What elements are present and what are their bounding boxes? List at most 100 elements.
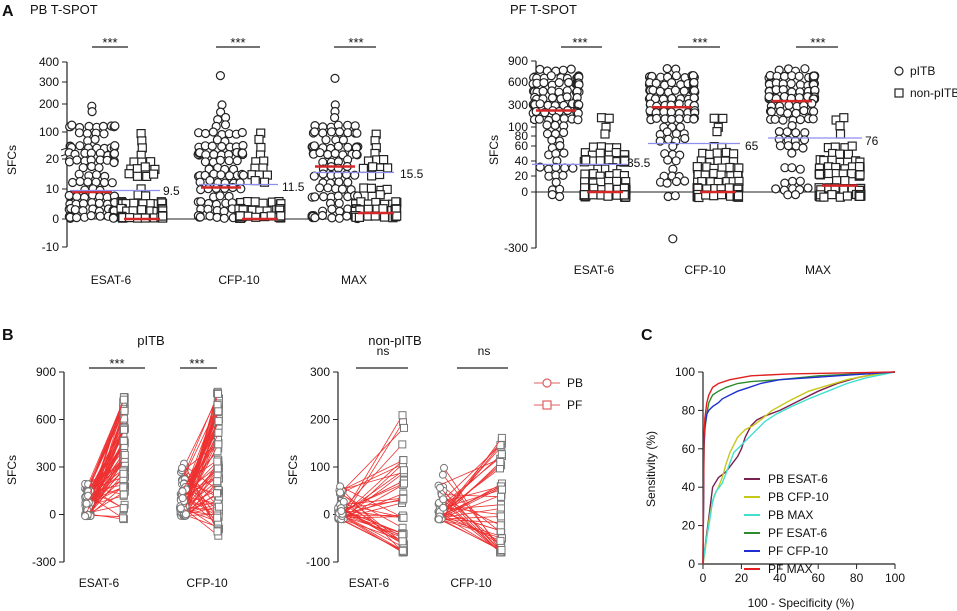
data-point [620, 156, 630, 166]
data-point [83, 177, 93, 187]
data-point [375, 190, 385, 200]
pair-line [438, 486, 501, 504]
pair-line [341, 515, 403, 536]
data-point [799, 105, 809, 116]
significance-label: *** [109, 356, 124, 371]
data-point [671, 71, 682, 81]
data-point [67, 120, 77, 130]
pair-line [184, 468, 219, 502]
x-tick-label: 40 [773, 571, 787, 585]
data-point [256, 142, 266, 153]
roc-curve [702, 371, 896, 565]
data-point [334, 198, 344, 208]
data-point [205, 175, 215, 186]
legend-label: non-pITB [910, 86, 957, 100]
legend-label: PF CFP-10 [768, 544, 828, 558]
data-point [604, 113, 614, 123]
data-point [132, 164, 142, 174]
data-point [330, 73, 340, 84]
data-point [327, 213, 337, 223]
data-point [674, 114, 684, 124]
data-point [794, 71, 804, 81]
pb-point [81, 512, 90, 521]
pair-line [90, 410, 125, 517]
pf-point [398, 546, 407, 555]
data-point [568, 163, 578, 173]
data-point [787, 120, 797, 131]
pair-line [439, 517, 501, 537]
data-point [359, 183, 369, 193]
data-point [341, 169, 352, 180]
y-tick-label: -300 [32, 555, 56, 569]
data-point [323, 149, 333, 160]
data-point [712, 126, 722, 137]
pb-point [181, 510, 190, 519]
pf-point [213, 513, 222, 522]
x-tick-label: ESAT-6 [574, 263, 615, 277]
legend-marker-square [542, 400, 552, 410]
data-point [671, 156, 681, 166]
pair-line [183, 467, 220, 517]
data-point [670, 85, 681, 95]
pair-line [341, 414, 403, 517]
data-point [775, 141, 786, 151]
data-point [250, 197, 260, 207]
data-point [236, 184, 246, 194]
data-point [195, 212, 205, 222]
cutoff-label: 76 [865, 134, 879, 148]
data-point [819, 192, 829, 202]
data-point [595, 156, 605, 166]
pf-point [213, 477, 222, 486]
data-point [309, 141, 319, 151]
data-point [662, 127, 672, 137]
y-tick-label: -10 [42, 240, 60, 254]
y-tick-label: 100 [39, 125, 59, 139]
category-labels: ESAT-6 CFP-10 MAX 35.5 65 76 *** *** *** [572, 35, 878, 277]
pair-line [182, 420, 219, 492]
legend-label: PF [567, 398, 582, 412]
data-point [64, 157, 75, 167]
pf-point [496, 458, 505, 466]
x-tick-label: 80 [850, 571, 864, 585]
pb-point [438, 470, 447, 479]
significance-label: *** [189, 356, 204, 371]
y-tick-label: 40 [515, 154, 529, 168]
data-point [795, 176, 805, 186]
data-point [728, 149, 739, 159]
data-point [343, 128, 353, 138]
data-point [734, 163, 744, 173]
data-point [224, 171, 235, 181]
x-tick-label: CFP-10 [218, 273, 260, 287]
data-point [232, 156, 242, 166]
data-point [774, 127, 785, 137]
data-point [808, 114, 818, 124]
roc-curve [702, 371, 896, 565]
pair-line [340, 503, 403, 518]
pair-line [183, 432, 219, 516]
data-point [795, 164, 805, 174]
data-point [787, 71, 797, 81]
legend-marker-square [894, 88, 904, 98]
pair-line [438, 518, 502, 551]
data-point [368, 162, 378, 172]
data-point [352, 128, 362, 138]
data-point [237, 127, 247, 138]
data-point [535, 162, 545, 172]
y-tick-label: 10 [46, 182, 60, 196]
pf-point [214, 428, 223, 437]
x-tick-label: MAX [805, 263, 831, 277]
data-point [215, 191, 225, 201]
data-point [555, 141, 565, 151]
data-point [358, 163, 368, 173]
paired-lines [334, 411, 506, 557]
pf-point [497, 512, 505, 521]
data-point [771, 184, 781, 194]
pair-line [439, 487, 502, 551]
pair-line [439, 486, 502, 517]
y-axis-label: SFCs [5, 455, 19, 485]
data-point [787, 148, 797, 158]
panel-label-a: A [2, 3, 14, 20]
data-point [141, 191, 151, 201]
significance-label: *** [102, 35, 117, 50]
